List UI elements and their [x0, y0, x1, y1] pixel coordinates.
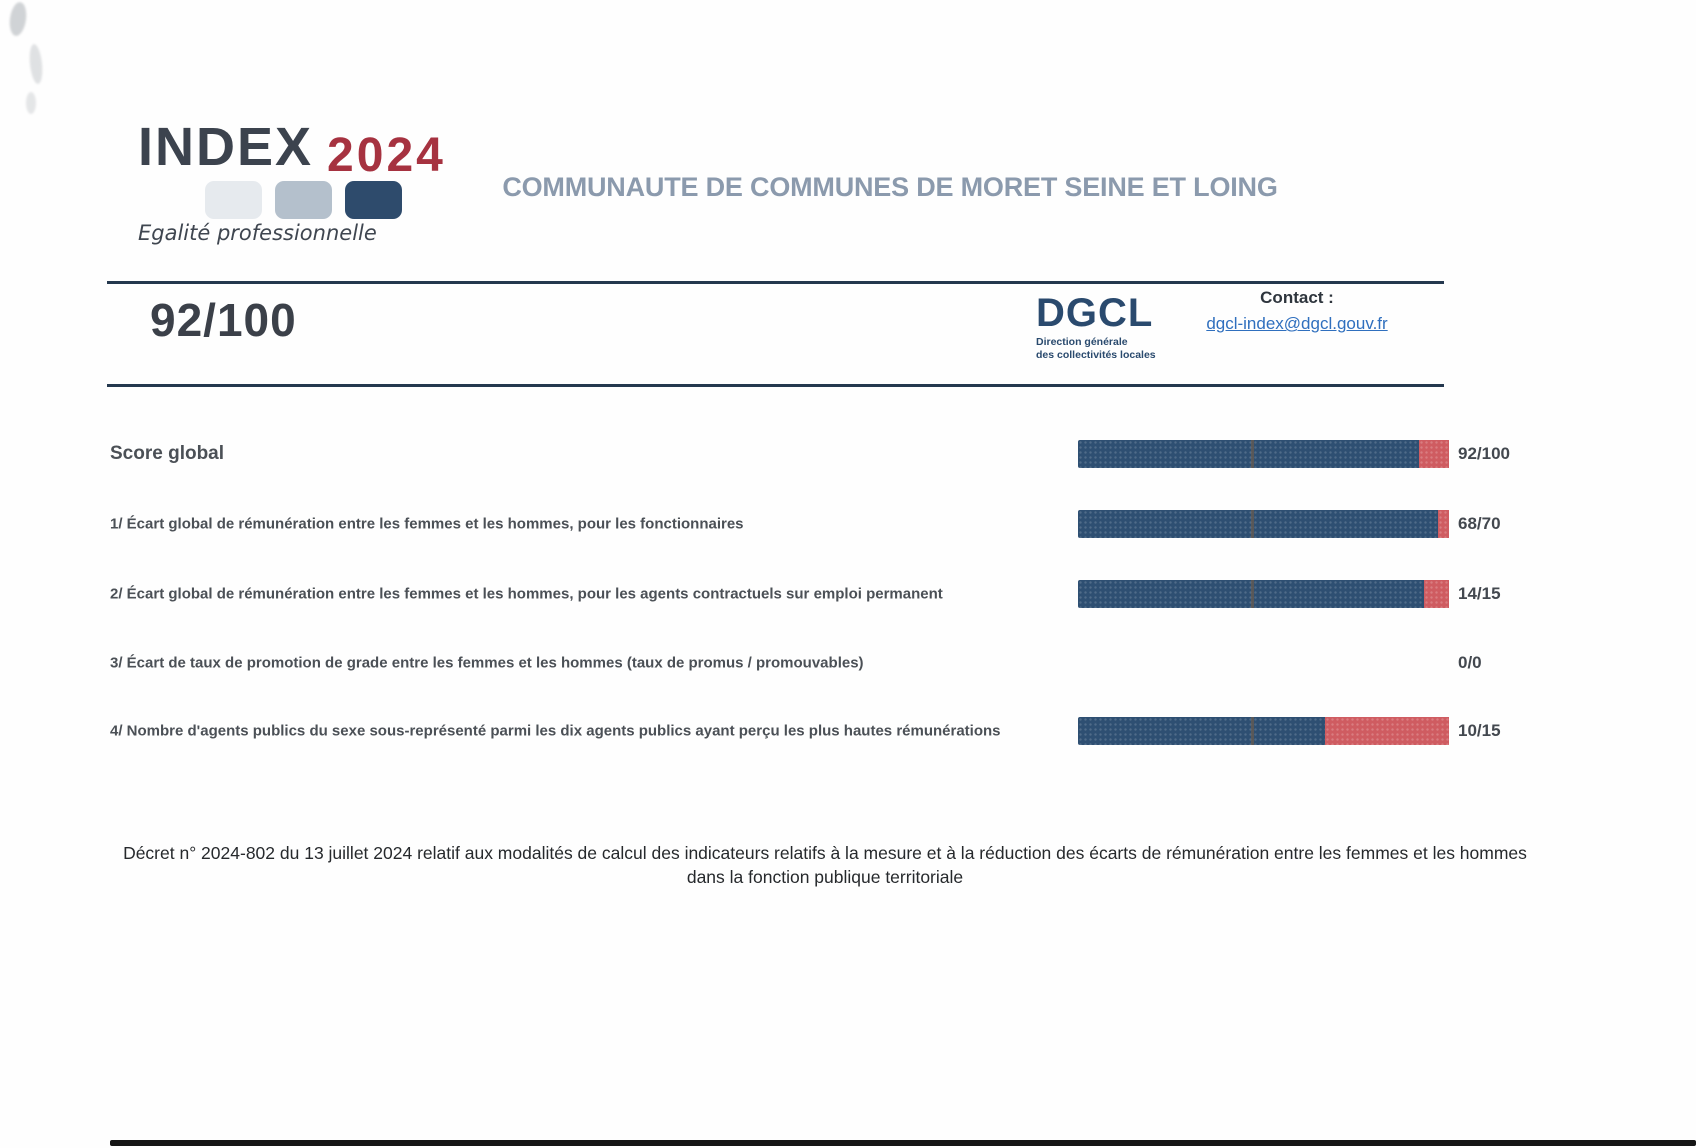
indicator-label: Score global [110, 443, 225, 464]
indicator-score: 68/70 [1458, 514, 1501, 533]
indicator-bar [1078, 440, 1449, 468]
logo-square-light [205, 181, 262, 219]
indicator-label: 1/ Écart global de rémunération entre le… [110, 515, 744, 533]
logo-year-text: 2024 [327, 129, 446, 182]
indicator-bar-missing-points [1325, 717, 1449, 745]
indicator-score: 10/15 [1458, 721, 1501, 740]
indicator-row: 3/ Écart de taux de promotion de grade e… [0, 648, 1696, 678]
contact-label: Contact : [1260, 288, 1334, 307]
contact-email-link[interactable]: dgcl-index@dgcl.gouv.fr [1206, 314, 1388, 333]
logo-color-squares [205, 181, 402, 219]
page-title: COMMUNAUTE DE COMMUNES DE MORET SEINE ET… [502, 172, 1278, 202]
indicator-score: 0/0 [1458, 653, 1482, 672]
indicator-bar [1078, 580, 1449, 608]
indicator-row: 4/ Nombre d'agents publics du sexe sous-… [0, 716, 1696, 746]
logo-index-text: INDEX [138, 117, 314, 177]
indicator-label: 2/ Écart global de rémunération entre le… [110, 585, 943, 603]
indicator-bar [1078, 717, 1449, 745]
divider-top [107, 281, 1444, 284]
decree-footnote: Décret n° 2024-802 du 13 juillet 2024 re… [123, 843, 1527, 887]
indicator-label: 3/ Écart de taux de promotion de grade e… [110, 654, 864, 672]
indicator-bar-missing-points [1419, 440, 1449, 468]
indicator-score: 14/15 [1458, 584, 1501, 603]
scan-fold-artifact [1250, 580, 1254, 608]
scan-fold-artifact [1250, 510, 1254, 538]
indicator-row: 2/ Écart global de rémunération entre le… [0, 579, 1696, 609]
contact-block: Contact : dgcl-index@dgcl.gouv.fr [1183, 288, 1411, 334]
scan-fold-artifact [1250, 717, 1254, 745]
dgcl-subtitle-line2: des collectivités locales [1036, 349, 1156, 361]
indicator-row: 1/ Écart global de rémunération entre le… [0, 509, 1696, 539]
indicator-bar-missing-points [1438, 510, 1449, 538]
dgcl-logo: DGCL Direction générale des collectivité… [1036, 293, 1156, 362]
logo-square-medium [275, 181, 332, 219]
index-logo: INDEX 2024 [138, 120, 446, 180]
indicator-row: Score global 92/100 [0, 439, 1696, 469]
dgcl-acronym: DGCL [1036, 291, 1154, 335]
logo-square-dark [345, 181, 402, 219]
global-score-headline: 92/100 [150, 294, 297, 346]
scan-fold-artifact [1250, 440, 1254, 468]
logo-tagline: Egalité professionnelle [138, 221, 377, 245]
scan-smudge [26, 92, 36, 114]
indicator-label: 4/ Nombre d'agents publics du sexe sous-… [110, 722, 1001, 740]
dgcl-subtitle: Direction générale des collectivités loc… [1036, 336, 1156, 362]
divider-bottom [107, 384, 1444, 387]
indicator-score: 92/100 [1458, 444, 1510, 463]
dgcl-subtitle-line1: Direction générale [1036, 336, 1128, 348]
indicator-bar-missing-points [1424, 580, 1449, 608]
indicator-bar [1078, 510, 1449, 538]
scan-edge-artifact [110, 1140, 1696, 1146]
